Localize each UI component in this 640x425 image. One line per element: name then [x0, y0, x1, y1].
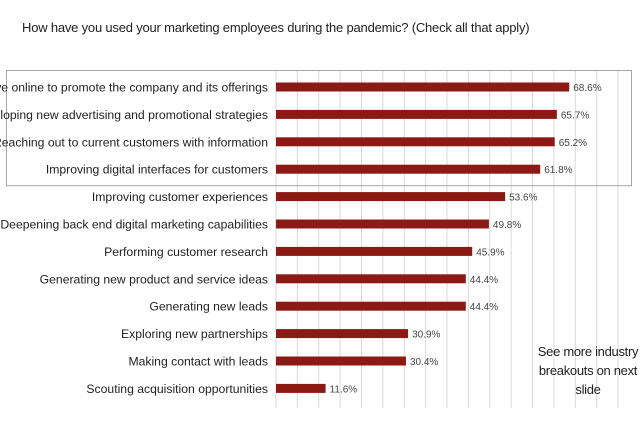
- category-label: Performing customer research: [104, 245, 268, 259]
- bar: [276, 192, 506, 202]
- category-label: Scouting acquisition opportunities: [86, 382, 268, 396]
- value-label: 65.7%: [561, 110, 589, 121]
- category-label: Getting active online to promote the com…: [0, 81, 268, 95]
- bar: [276, 329, 409, 339]
- category-label: Exploring new partnerships: [121, 327, 268, 341]
- value-label: 11.6%: [330, 384, 358, 395]
- category-label: Developing new advertising and promotion…: [0, 108, 268, 122]
- bar: [276, 274, 466, 284]
- bar: [276, 301, 466, 311]
- category-label: Generating new leads: [149, 300, 268, 314]
- value-label: 61.8%: [544, 165, 572, 176]
- chart-title: How have you used your marketing employe…: [22, 20, 530, 35]
- value-label: 68.6%: [573, 83, 601, 94]
- value-label: 30.9%: [412, 330, 440, 341]
- bar: [276, 164, 541, 174]
- bar: [276, 109, 557, 119]
- bar: [276, 219, 489, 229]
- value-label: 44.4%: [470, 275, 498, 286]
- industry-breakouts-note: See more industry breakouts on next slid…: [537, 344, 639, 397]
- category-label: Reaching out to current customers with i…: [0, 135, 268, 149]
- category-label: Deepening back end digital marketing cap…: [0, 218, 268, 232]
- bar: [276, 383, 326, 393]
- bar: [276, 137, 555, 147]
- category-label: Improving digital interfaces for custome…: [46, 163, 268, 177]
- highlight-box: [6, 70, 632, 187]
- value-label: 45.9%: [476, 247, 504, 258]
- bar: [276, 246, 473, 256]
- value-label: 30.4%: [410, 357, 438, 368]
- category-label: Making contact with leads: [128, 355, 268, 369]
- value-label: 44.4%: [470, 302, 498, 313]
- value-label: 65.2%: [559, 138, 587, 149]
- category-label: Improving customer experiences: [92, 190, 268, 204]
- category-label: Generating new product and service ideas: [40, 272, 268, 286]
- bar: [276, 82, 570, 92]
- value-label: 53.6%: [509, 193, 537, 204]
- bar: [276, 356, 406, 366]
- value-label: 49.8%: [493, 220, 521, 231]
